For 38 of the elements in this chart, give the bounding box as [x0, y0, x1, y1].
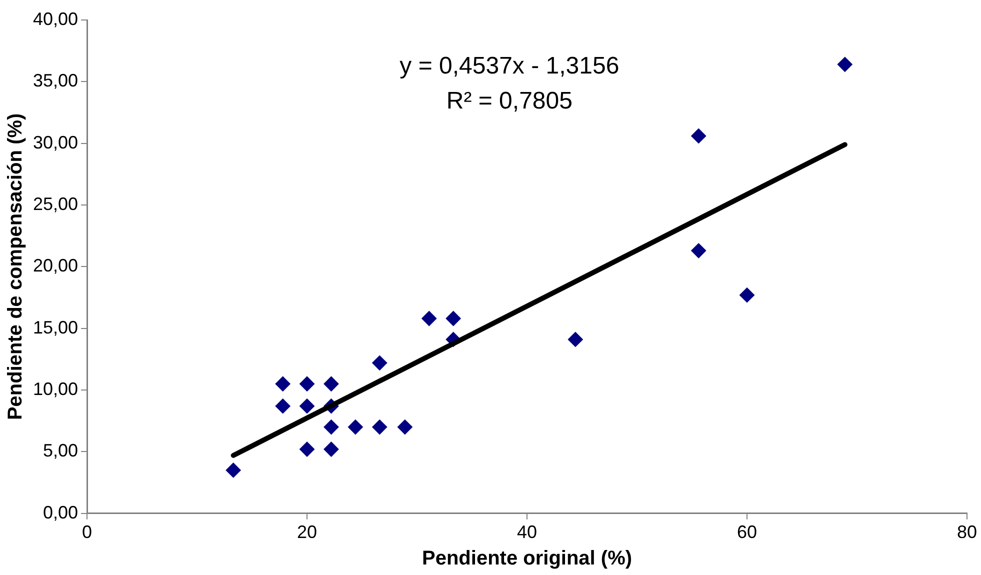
x-tick-label: 0 — [82, 522, 92, 542]
point — [740, 288, 755, 303]
point — [300, 442, 315, 457]
x-axis-title: Pendiente original (%) — [422, 548, 632, 570]
x-tick-label: 40 — [517, 522, 538, 542]
point — [226, 462, 241, 478]
point — [324, 442, 339, 457]
y-tick-label: 10,00 — [32, 379, 78, 400]
y-tick-label: 5,00 — [42, 440, 78, 461]
point — [397, 420, 412, 435]
point — [275, 376, 290, 392]
point — [568, 332, 583, 347]
point — [422, 311, 437, 326]
y-tick-label: 20,00 — [32, 256, 78, 276]
point — [300, 376, 315, 392]
y-tick-label: 40,00 — [32, 8, 78, 29]
y-tick-label: 0,00 — [42, 502, 78, 522]
annotation: R² = 0,7805 — [446, 88, 572, 115]
point — [300, 398, 315, 414]
point — [275, 398, 290, 414]
y-tick-label: 25,00 — [32, 194, 78, 214]
annotation: y = 0,4537x - 1,3156 — [400, 52, 620, 80]
y-axis-title: Pendiente de compensación (%) — [4, 113, 27, 420]
x-tick-label: 80 — [956, 522, 978, 542]
point — [446, 311, 461, 326]
x-tick-label: 60 — [736, 522, 758, 542]
point — [348, 420, 363, 435]
point — [837, 56, 852, 72]
point — [691, 243, 706, 258]
y-tick-label: 35,00 — [32, 70, 78, 91]
point — [324, 420, 339, 435]
point — [372, 355, 388, 370]
point — [372, 420, 388, 435]
x-tick-label: 20 — [297, 522, 318, 542]
y-tick-label: 30,00 — [32, 132, 78, 152]
point — [691, 128, 706, 144]
point — [324, 376, 339, 392]
y-tick-label: 15,00 — [32, 317, 78, 338]
